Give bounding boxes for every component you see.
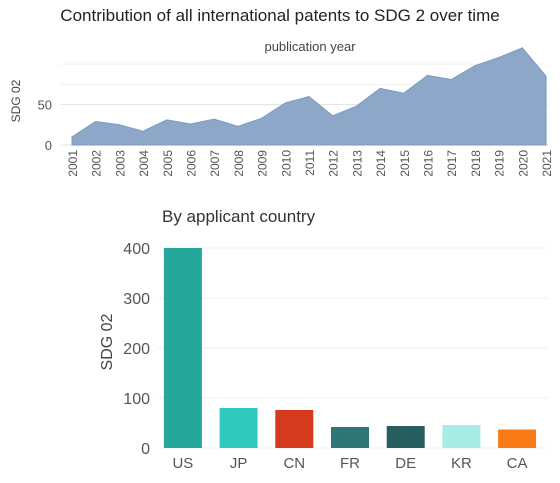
bar-kr: [442, 425, 480, 448]
bar-cn: [275, 410, 313, 448]
x-tick-label: US: [172, 455, 193, 472]
x-tick-label: KR: [451, 455, 472, 472]
bar-jp: [220, 408, 258, 448]
x-tick-label: JP: [230, 455, 248, 472]
bar-us: [164, 248, 202, 448]
y-tick-label: 0: [141, 441, 150, 458]
x-tick-label: DE: [395, 455, 416, 472]
bar-de: [387, 426, 425, 448]
x-tick-label: FR: [340, 455, 360, 472]
y-tick-label: 300: [123, 291, 150, 308]
y-tick-label: 100: [123, 391, 150, 408]
x-tick-label: CN: [283, 455, 305, 472]
y-axis-label: SDG 02: [99, 313, 116, 370]
bar-fr: [331, 427, 369, 448]
y-tick-label: 400: [123, 241, 150, 258]
bar-ca: [498, 430, 536, 449]
x-tick-label: CA: [507, 455, 528, 472]
y-tick-label: 200: [123, 341, 150, 358]
